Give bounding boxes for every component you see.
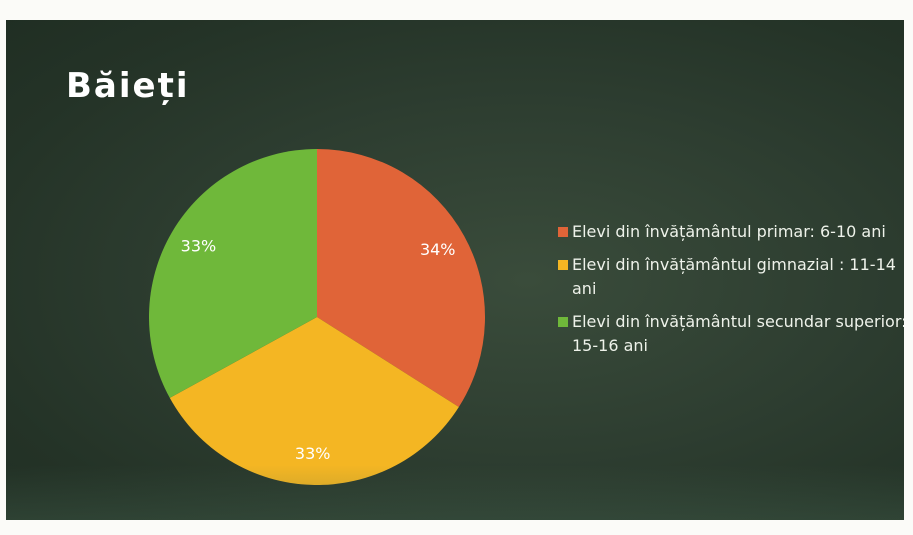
legend-label: Elevi din învățământul secundar superior… <box>572 312 904 355</box>
legend-label: Elevi din învățământul gimnazial : 11-14… <box>572 255 896 298</box>
pie-chart: 34% 33% 33% <box>148 149 485 485</box>
legend-item: Elevi din învățământul secundar superior… <box>558 310 904 358</box>
pie-slice-1 <box>317 149 485 408</box>
legend-item: Elevi din învățământul primar: 6-10 ani <box>558 220 904 244</box>
slice-data-label-3: 33% <box>181 236 217 255</box>
slide: Băieți 34% 33% 33% Elevi din învățământul … <box>6 20 904 520</box>
slice-data-label-2: 33% <box>295 444 331 463</box>
pie-slice-2 <box>169 317 459 485</box>
chart-legend: Elevi din învățământul primar: 6-10 ani E… <box>558 220 904 367</box>
legend-swatch <box>558 260 568 270</box>
legend-item: Elevi din învățământul gimnazial : 11-14… <box>558 253 904 301</box>
pie-slice-3 <box>148 149 317 398</box>
legend-swatch <box>558 317 568 327</box>
legend-label: Elevi din învățământul primar: 6-10 ani <box>572 222 886 241</box>
slice-data-label-1: 34% <box>420 240 456 259</box>
legend-swatch <box>558 227 568 237</box>
page-title: Băieți <box>66 66 190 106</box>
